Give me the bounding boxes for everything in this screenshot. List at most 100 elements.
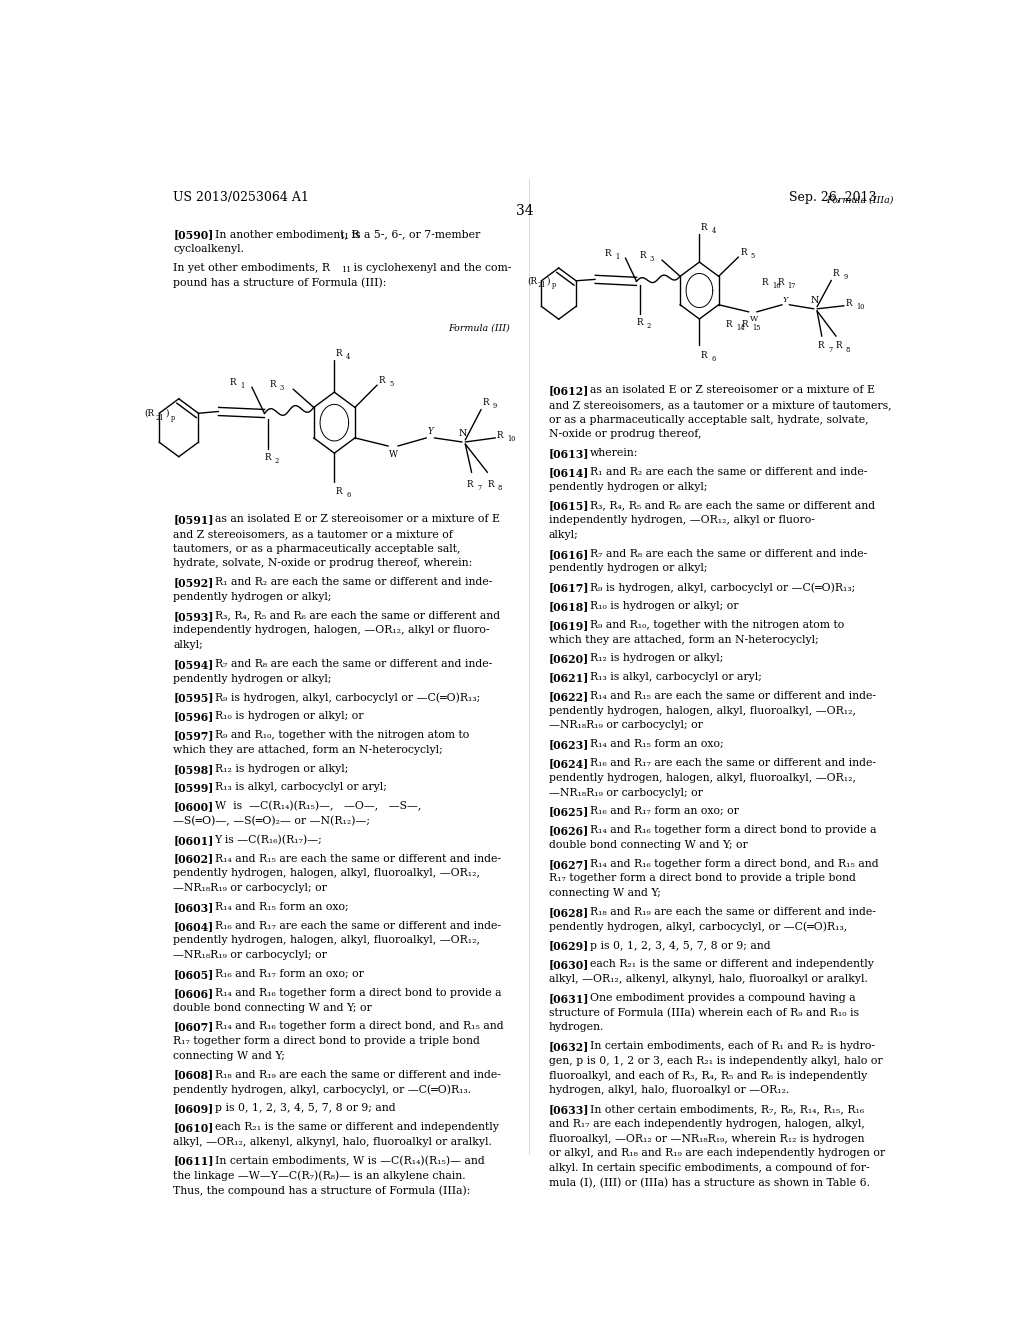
Text: ): ) — [547, 277, 550, 286]
Text: 21: 21 — [156, 413, 164, 421]
Text: 9: 9 — [493, 403, 498, 411]
Text: In certain embodiments, each of R₁ and R₂ is hydro-: In certain embodiments, each of R₁ and R… — [590, 1041, 874, 1051]
Text: pendently hydrogen or alkyl;: pendently hydrogen or alkyl; — [173, 673, 332, 684]
Text: alkyl, —OR₁₂, alkenyl, alkynyl, halo, fluoroalkyl or aralkyl.: alkyl, —OR₁₂, alkenyl, alkynyl, halo, fl… — [549, 974, 867, 985]
Text: [0630]: [0630] — [549, 960, 589, 970]
Text: [0616]: [0616] — [549, 549, 589, 560]
Text: 1: 1 — [240, 381, 244, 391]
Text: [0592]: [0592] — [173, 577, 214, 589]
Text: the linkage —W—Y—C(R₇)(R₈)— is an alkylene chain.: the linkage —W—Y—C(R₇)(R₈)— is an alkyle… — [173, 1171, 466, 1181]
Text: alkyl;: alkyl; — [549, 529, 579, 540]
Text: [0606]: [0606] — [173, 987, 213, 999]
Text: R₁₂ is hydrogen or alkyl;: R₁₂ is hydrogen or alkyl; — [214, 764, 348, 774]
Text: R: R — [264, 453, 271, 462]
Text: [0623]: [0623] — [549, 739, 589, 750]
Text: [0615]: [0615] — [549, 500, 589, 511]
Text: R₁₄ and R₁₆ together form a direct bond to provide a: R₁₄ and R₁₆ together form a direct bond … — [214, 987, 501, 998]
Text: double bond connecting W and Y; or: double bond connecting W and Y; or — [549, 840, 748, 850]
Text: hydrate, solvate, N-oxide or prodrug thereof, wherein:: hydrate, solvate, N-oxide or prodrug the… — [173, 558, 472, 569]
Text: pendently hydrogen or alkyl;: pendently hydrogen or alkyl; — [549, 482, 708, 491]
Text: cycloalkenyl.: cycloalkenyl. — [173, 244, 245, 255]
Text: [0614]: [0614] — [549, 467, 589, 478]
Text: R: R — [846, 298, 852, 308]
Text: [0632]: [0632] — [549, 1041, 589, 1052]
Text: [0601]: [0601] — [173, 834, 214, 846]
Text: R₇ and R₈ are each the same or different and inde-: R₇ and R₈ are each the same or different… — [214, 659, 492, 669]
Text: W: W — [389, 450, 398, 459]
Text: Y: Y — [783, 296, 788, 304]
Text: 2: 2 — [274, 457, 280, 466]
Text: [0595]: [0595] — [173, 693, 214, 704]
Text: [0631]: [0631] — [549, 993, 589, 1005]
Text: p: p — [170, 413, 175, 421]
Text: —NR₁₈R₁₉ or carbocyclyl; or: —NR₁₈R₁₉ or carbocyclyl; or — [173, 950, 327, 960]
Text: [0597]: [0597] — [173, 730, 214, 741]
Text: R₁₄ and R₁₆ together form a direct bond, and R₁₅ and: R₁₄ and R₁₆ together form a direct bond,… — [590, 859, 879, 869]
Text: [0613]: [0613] — [549, 447, 589, 459]
Text: In yet other embodiments, R: In yet other embodiments, R — [173, 263, 330, 273]
Text: 34: 34 — [516, 205, 534, 218]
Text: R₉ and R₁₀, together with the nitrogen atom to: R₉ and R₁₀, together with the nitrogen a… — [214, 730, 469, 741]
Text: R₃, R₄, R₅ and R₆ are each the same or different and: R₃, R₄, R₅ and R₆ are each the same or d… — [590, 500, 874, 511]
Text: (R: (R — [144, 409, 155, 418]
Text: R: R — [777, 279, 783, 286]
Text: 5: 5 — [389, 380, 393, 388]
Text: [0602]: [0602] — [173, 854, 213, 865]
Text: [0591]: [0591] — [173, 515, 214, 525]
Text: pendently hydrogen, halogen, alkyl, fluoroalkyl, —OR₁₂,: pendently hydrogen, halogen, alkyl, fluo… — [549, 706, 856, 715]
Text: [0600]: [0600] — [173, 801, 213, 812]
Text: Y is —C(R₁₆)(R₁₇)—;: Y is —C(R₁₆)(R₁₇)—; — [214, 834, 323, 845]
Text: R: R — [741, 319, 749, 329]
Text: R: R — [336, 487, 342, 496]
Text: gen, p is 0, 1, 2 or 3, each R₂₁ is independently alkyl, halo or: gen, p is 0, 1, 2 or 3, each R₂₁ is inde… — [549, 1056, 883, 1065]
Text: [0619]: [0619] — [549, 620, 589, 631]
Text: p is 0, 1, 2, 3, 4, 5, 7, 8 or 9; and: p is 0, 1, 2, 3, 4, 5, 7, 8 or 9; and — [214, 1104, 395, 1113]
Text: [0612]: [0612] — [549, 385, 589, 396]
Text: [0609]: [0609] — [173, 1104, 213, 1114]
Text: [0611]: [0611] — [173, 1155, 214, 1167]
Text: R₉ is hydrogen, alkyl, carbocyclyl or —C(═O)R₁₃;: R₉ is hydrogen, alkyl, carbocyclyl or —C… — [214, 693, 480, 704]
Text: R: R — [637, 318, 643, 327]
Text: N-oxide or prodrug thereof,: N-oxide or prodrug thereof, — [549, 429, 701, 440]
Text: R₁₄ and R₁₅ are each the same or different and inde-: R₁₄ and R₁₅ are each the same or differe… — [590, 690, 876, 701]
Text: R: R — [833, 269, 840, 279]
Text: structure of Formula (IIIa) wherein each of R₉ and R₁₀ is: structure of Formula (IIIa) wherein each… — [549, 1007, 858, 1018]
Text: 10: 10 — [856, 302, 864, 312]
Text: R: R — [701, 351, 708, 359]
Text: R₁₈ and R₁₉ are each the same or different and inde-: R₁₈ and R₁₉ are each the same or differe… — [590, 907, 876, 917]
Text: —NR₁₈R₁₉ or carbocyclyl; or: —NR₁₈R₁₉ or carbocyclyl; or — [173, 883, 327, 894]
Text: R: R — [640, 251, 646, 260]
Text: [0618]: [0618] — [549, 601, 589, 612]
Text: R: R — [229, 378, 237, 387]
Text: In another embodiment, R: In another embodiment, R — [214, 230, 359, 239]
Text: hydrogen, alkyl, halo, fluoroalkyl or —OR₁₂.: hydrogen, alkyl, halo, fluoroalkyl or —O… — [549, 1085, 788, 1096]
Text: [0610]: [0610] — [173, 1122, 214, 1133]
Text: hydrogen.: hydrogen. — [549, 1022, 604, 1032]
Text: 8: 8 — [846, 346, 850, 354]
Text: pendently hydrogen or alkyl;: pendently hydrogen or alkyl; — [173, 591, 332, 602]
Text: R: R — [487, 479, 494, 488]
Text: 3: 3 — [650, 255, 654, 263]
Text: p is 0, 1, 2, 3, 4, 5, 7, 8 or 9; and: p is 0, 1, 2, 3, 4, 5, 7, 8 or 9; and — [590, 941, 770, 950]
Text: tautomers, or as a pharmaceutically acceptable salt,: tautomers, or as a pharmaceutically acce… — [173, 544, 461, 553]
Text: which they are attached, form an N-heterocyclyl;: which they are attached, form an N-heter… — [173, 744, 443, 755]
Text: fluoroalkyl, —OR₁₂ or —NR₁₈R₁₉, wherein R₁₂ is hydrogen: fluoroalkyl, —OR₁₂ or —NR₁₈R₁₉, wherein … — [549, 1134, 864, 1143]
Text: R₁₆ and R₁₇ are each the same or different and inde-: R₁₆ and R₁₇ are each the same or differe… — [214, 921, 501, 931]
Text: pendently hydrogen, alkyl, carbocyclyl, or —C(═O)R₁₃,: pendently hydrogen, alkyl, carbocyclyl, … — [549, 921, 847, 932]
Text: [0621]: [0621] — [549, 672, 589, 684]
Text: double bond connecting W and Y; or: double bond connecting W and Y; or — [173, 1002, 372, 1012]
Text: 14: 14 — [736, 323, 744, 331]
Text: 7: 7 — [477, 483, 481, 492]
Text: N: N — [811, 296, 819, 305]
Text: R₁₂ is hydrogen or alkyl;: R₁₂ is hydrogen or alkyl; — [590, 653, 723, 664]
Text: as an isolated E or Z stereoisomer or a mixture of E: as an isolated E or Z stereoisomer or a … — [590, 385, 874, 395]
Text: [0633]: [0633] — [549, 1104, 589, 1115]
Text: [0598]: [0598] — [173, 764, 214, 775]
Text: wherein:: wherein: — [590, 447, 638, 458]
Text: pendently hydrogen, halogen, alkyl, fluoroalkyl, —OR₁₂,: pendently hydrogen, halogen, alkyl, fluo… — [173, 936, 480, 945]
Text: 4: 4 — [346, 352, 350, 360]
Text: R: R — [818, 342, 824, 351]
Text: pendently hydrogen, halogen, alkyl, fluoroalkyl, —OR₁₂,: pendently hydrogen, halogen, alkyl, fluo… — [549, 772, 856, 783]
Text: N: N — [458, 429, 467, 438]
Text: 8: 8 — [498, 483, 502, 492]
